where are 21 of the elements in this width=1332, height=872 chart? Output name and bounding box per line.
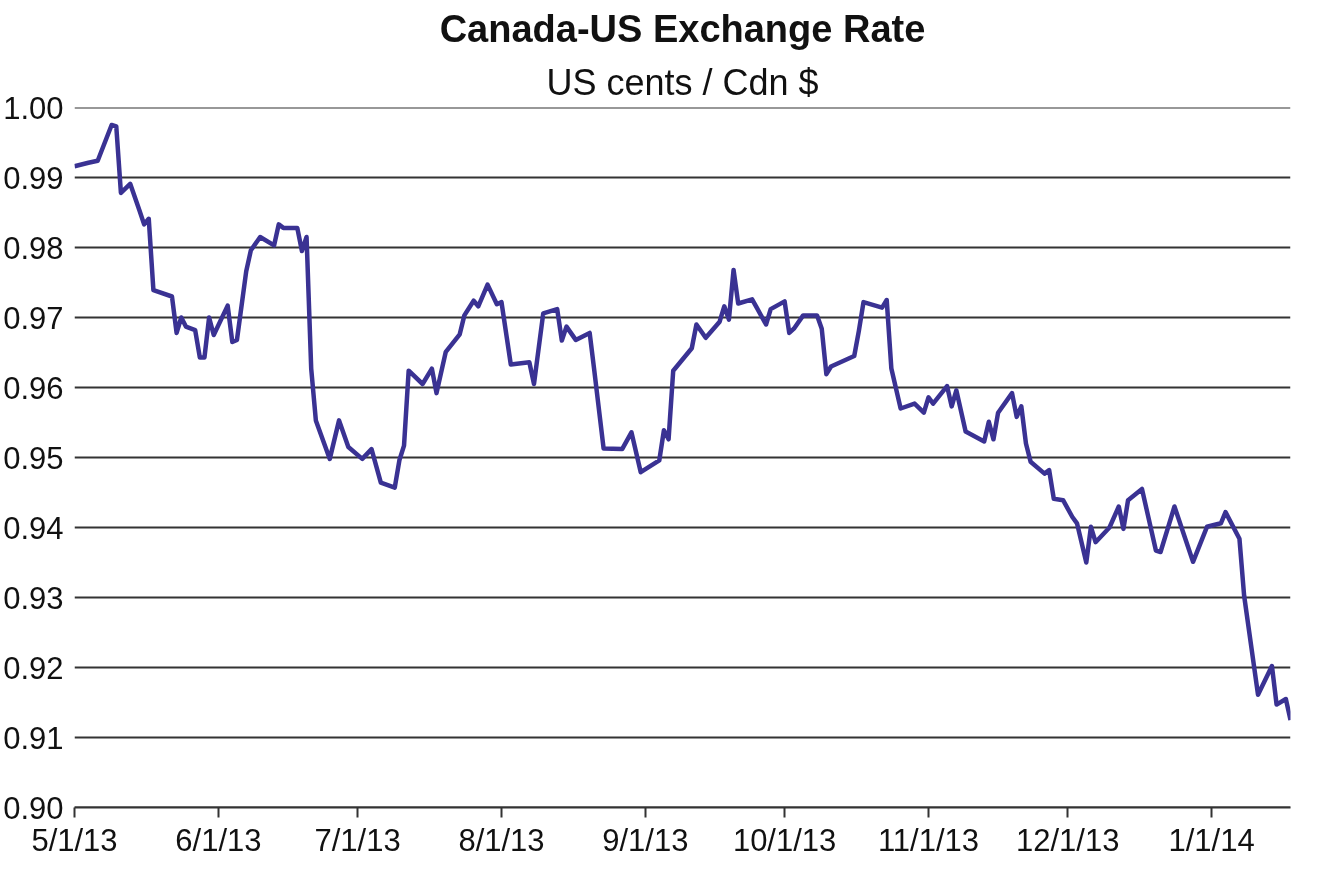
y-tick-label: 0.96 <box>3 370 64 406</box>
x-tick-label: 7/1/13 <box>314 822 401 858</box>
y-tick-label: 0.92 <box>3 650 64 686</box>
y-tick-label: 0.98 <box>3 230 64 266</box>
y-tick-label: 0.97 <box>3 300 64 336</box>
chart-title: Canada-US Exchange Rate <box>439 7 926 50</box>
y-tick-label: 0.99 <box>3 160 64 196</box>
x-tick-label: 12/1/13 <box>1016 822 1120 858</box>
y-tick-label: 0.95 <box>3 440 64 476</box>
x-tick-label: 6/1/13 <box>175 822 262 858</box>
y-tick-label: 0.91 <box>3 720 64 756</box>
line-series <box>74 122 1291 723</box>
y-tick-label: 0.94 <box>3 510 64 546</box>
y-tick-label: 1.00 <box>3 90 64 126</box>
x-tick-label: 11/1/13 <box>877 822 980 858</box>
x-tick-label: 10/1/13 <box>732 822 837 858</box>
x-tick-label: 8/1/13 <box>458 822 545 858</box>
x-tick-label: 1/1/14 <box>1168 822 1255 858</box>
x-tick-label: 9/1/13 <box>602 822 689 858</box>
y-tick-label: 0.93 <box>3 580 64 616</box>
chart-subtitle: US cents / Cdn $ <box>546 61 819 103</box>
